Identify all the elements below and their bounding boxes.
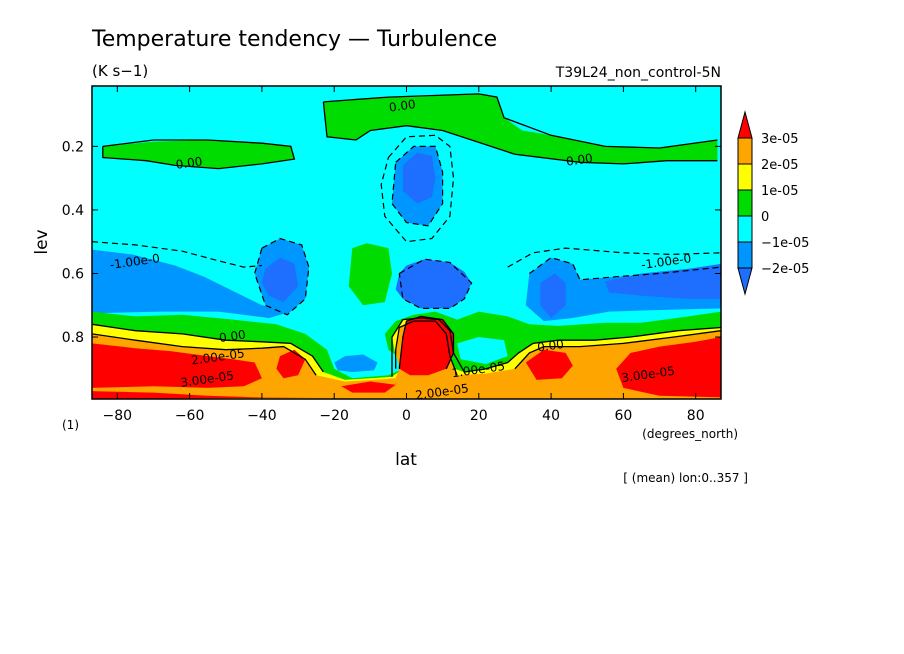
x-tick-label-1: −60 (175, 408, 205, 424)
y-tick-label-0: 0.2 (62, 139, 84, 155)
colorbar-top-triangle (737, 110, 753, 139)
x-axis-label: lat (395, 450, 417, 470)
contour-region-9 (348, 243, 392, 306)
contour-line-9 (398, 258, 473, 309)
contour-lines (92, 93, 721, 377)
contour-line-8 (507, 247, 721, 268)
contour-region-0 (102, 140, 295, 169)
plot-area: 0.000.00 0.00-1.00e-0 -1.00e-00.000.002.00… (92, 86, 721, 399)
contour-label-3: -1.00e-0 (109, 251, 161, 272)
contour-label-4: -1.00e-0 (640, 251, 692, 272)
x-tick-label-5: 20 (470, 408, 488, 424)
colorbar-label-0: 3e-05 (761, 132, 799, 147)
y-axis-units: (1) (62, 418, 79, 432)
contour-line-2 (322, 101, 718, 165)
x-tick-label-3: −20 (319, 408, 349, 424)
x-tick-label-8: 80 (687, 408, 705, 424)
colorbar-label-4: −1e-05 (761, 236, 809, 251)
contour-region-23 (525, 349, 573, 380)
contour-region-20 (92, 343, 262, 388)
y-axis-label: lev (32, 229, 52, 254)
contour-region-10 (395, 259, 472, 309)
contour-label-1: 0.00 (175, 154, 203, 172)
contour-region-14 (605, 263, 721, 299)
contour-region-25 (92, 391, 317, 399)
contour-region-21 (276, 349, 306, 379)
contour-region-8 (402, 152, 436, 204)
colorbar: 3e-05 2e-05 1e-05 0 −1e-05 −2e-05 (737, 110, 809, 296)
contour-line-0 (102, 139, 296, 170)
y-tick-label-3: 0.8 (62, 330, 84, 346)
y-tick-label-1: 0.4 (62, 203, 84, 219)
colorbar-band-1 (737, 163, 753, 191)
x-tick-label-6: 40 (542, 408, 560, 424)
contour-line-13 (395, 320, 458, 376)
contour-region-13 (540, 273, 566, 318)
y-tick-label-2: 0.6 (62, 266, 84, 282)
x-axis-units: (degrees_north) (642, 427, 738, 441)
contour-region-26 (341, 381, 396, 393)
colorbar-label-2: 1e-05 (761, 184, 799, 199)
filled-contour-regions (92, 93, 721, 399)
contour-line-5 (391, 145, 444, 227)
contour-region-1 (323, 93, 718, 164)
contour-line-11 (92, 333, 317, 376)
colorbar-label-1: 2e-05 (761, 158, 799, 173)
contour-label-6: 0.00 (536, 337, 564, 355)
contour-line-14 (391, 317, 721, 377)
contour-region-22 (399, 316, 454, 376)
contour-label-5: 0.00 (218, 327, 246, 345)
contour-line-4 (380, 134, 455, 243)
contour-region-24 (616, 337, 721, 398)
colorbar-bottom-triangle (737, 267, 753, 296)
colorbar-band-2 (737, 189, 753, 217)
x-tick-label-2: −40 (247, 408, 277, 424)
colorbar-band-4 (737, 241, 753, 269)
contour-region-5 (261, 257, 299, 303)
x-tick-label-0: −80 (103, 408, 133, 424)
footer-label: [ (mean) lon:0..357 ] (623, 471, 748, 485)
x-tick-label-4: 0 (402, 408, 411, 424)
units-label: (K s−1) (92, 62, 148, 80)
y-axis-ticks: 0.2 0.4 0.6 0.8 (62, 139, 721, 346)
contour-label-0: 0.00 (388, 97, 416, 115)
colorbar-band-0 (737, 137, 753, 165)
contour-region-15 (334, 354, 378, 372)
contour-line-1 (323, 93, 718, 149)
colorbar-label-5: −2e-05 (761, 262, 809, 277)
colorbar-label-3: 0 (761, 210, 769, 225)
contour-region-3 (92, 249, 291, 318)
chart-title: Temperature tendency — Turbulence (91, 27, 497, 52)
x-axis-ticks: −80 −60 −40 −20 0 20 40 60 80 (103, 86, 705, 424)
contour-region-17 (457, 337, 508, 364)
experiment-label: T39L24_non_control-5N (555, 65, 721, 81)
contour-line-10 (92, 323, 324, 373)
colorbar-band-3 (737, 215, 753, 243)
x-tick-label-7: 60 (614, 408, 632, 424)
contour-label-2: 0.00 (565, 151, 593, 169)
contour-line-15 (514, 330, 721, 370)
